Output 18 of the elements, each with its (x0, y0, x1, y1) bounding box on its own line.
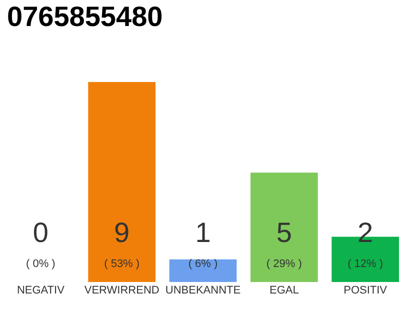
x-tick-label: NEGATIV (16, 284, 66, 296)
data-label: ( 29% ) (266, 258, 302, 270)
annotation: 9 (114, 217, 130, 248)
data-label: ( 53% ) (104, 258, 140, 270)
chart-title: 0765855480 (7, 1, 163, 32)
bar (88, 82, 156, 282)
annotation: 0 (32, 217, 48, 248)
x-tick-label: VERWIRREND (84, 284, 160, 296)
x-tick-label: UNBEKANNTE (165, 284, 241, 296)
data-label: ( 12% ) (348, 258, 384, 270)
annotation: 5 (276, 217, 292, 248)
bar (169, 259, 237, 282)
data-label: ( 6% ) (188, 258, 218, 270)
x-tick-label: POSITIV (344, 284, 388, 296)
annotation: 1 (195, 217, 211, 248)
data-label: ( 0% ) (26, 258, 56, 270)
bar (250, 172, 318, 282)
x-tick-label: EGAL (269, 284, 299, 296)
